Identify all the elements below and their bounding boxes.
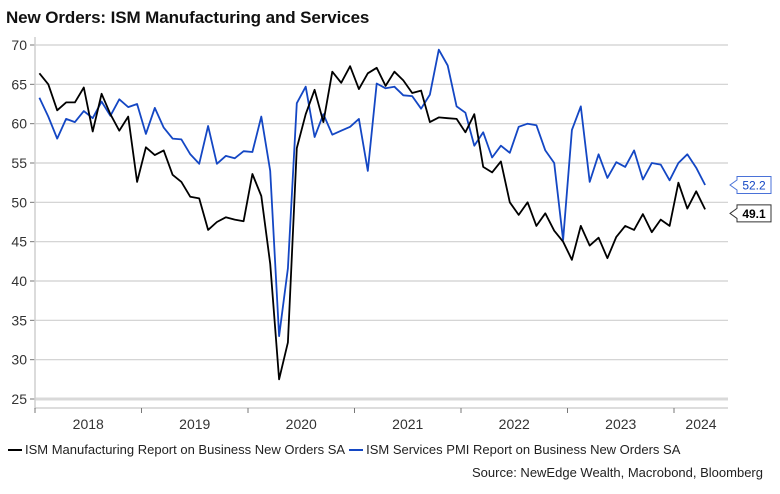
end-label-services: 52.2	[729, 176, 772, 195]
series-line-manufacturing	[38, 65, 706, 381]
y-tick-label: 40	[11, 273, 27, 289]
legend-swatch-services	[349, 448, 364, 451]
x-tick-label: 2021	[392, 416, 423, 432]
y-tick-label: 55	[11, 155, 27, 171]
end-label-box	[729, 176, 772, 195]
x-tick-label: 2020	[286, 416, 317, 432]
y-tick-label: 30	[11, 352, 27, 368]
legend-item-manufacturing: ISM Manufacturing Report on Business New…	[8, 442, 345, 457]
x-tick-label: 2022	[499, 416, 530, 432]
y-tick-label: 25	[11, 391, 27, 407]
y-axis: 25 30 35 40 45 50 55 60 65 70	[11, 37, 36, 409]
legend-item-services: ISM Services PMI Report on Business New …	[349, 442, 680, 457]
chart-title: New Orders: ISM Manufacturing and Servic…	[6, 8, 370, 27]
y-tick-label: 50	[11, 194, 27, 210]
end-label-value: 49.1	[742, 207, 766, 221]
series-line-services	[38, 48, 706, 338]
x-tick-label: 2024	[685, 416, 716, 432]
x-tick-label: 2023	[605, 416, 636, 432]
end-label-box	[729, 204, 772, 223]
legend: ISM Manufacturing Report on Business New…	[8, 442, 684, 457]
end-label-manufacturing: 49.1	[729, 204, 772, 223]
y-tick-label: 65	[11, 76, 27, 92]
legend-label-services: ISM Services PMI Report on Business New …	[366, 442, 681, 457]
x-axis: 2018 2019 2020 2021 2022 2023 2024	[34, 407, 728, 432]
end-label-value: 52.2	[742, 179, 766, 193]
source-note: Source: NewEdge Wealth, Macrobond, Bloom…	[472, 465, 763, 480]
series-lines	[38, 48, 706, 381]
y-tick-label: 60	[11, 116, 27, 132]
end-value-labels: 49.1 52.2	[729, 176, 772, 223]
x-tick-label: 2019	[179, 416, 210, 432]
y-tick-label: 70	[11, 37, 27, 53]
legend-swatch-manufacturing	[8, 448, 22, 451]
legend-label-manufacturing: ISM Manufacturing Report on Business New…	[25, 442, 346, 457]
gridlines	[35, 44, 728, 401]
y-tick-label: 45	[11, 234, 27, 250]
y-tick-label: 35	[11, 312, 27, 328]
x-tick-label: 2018	[73, 416, 104, 432]
